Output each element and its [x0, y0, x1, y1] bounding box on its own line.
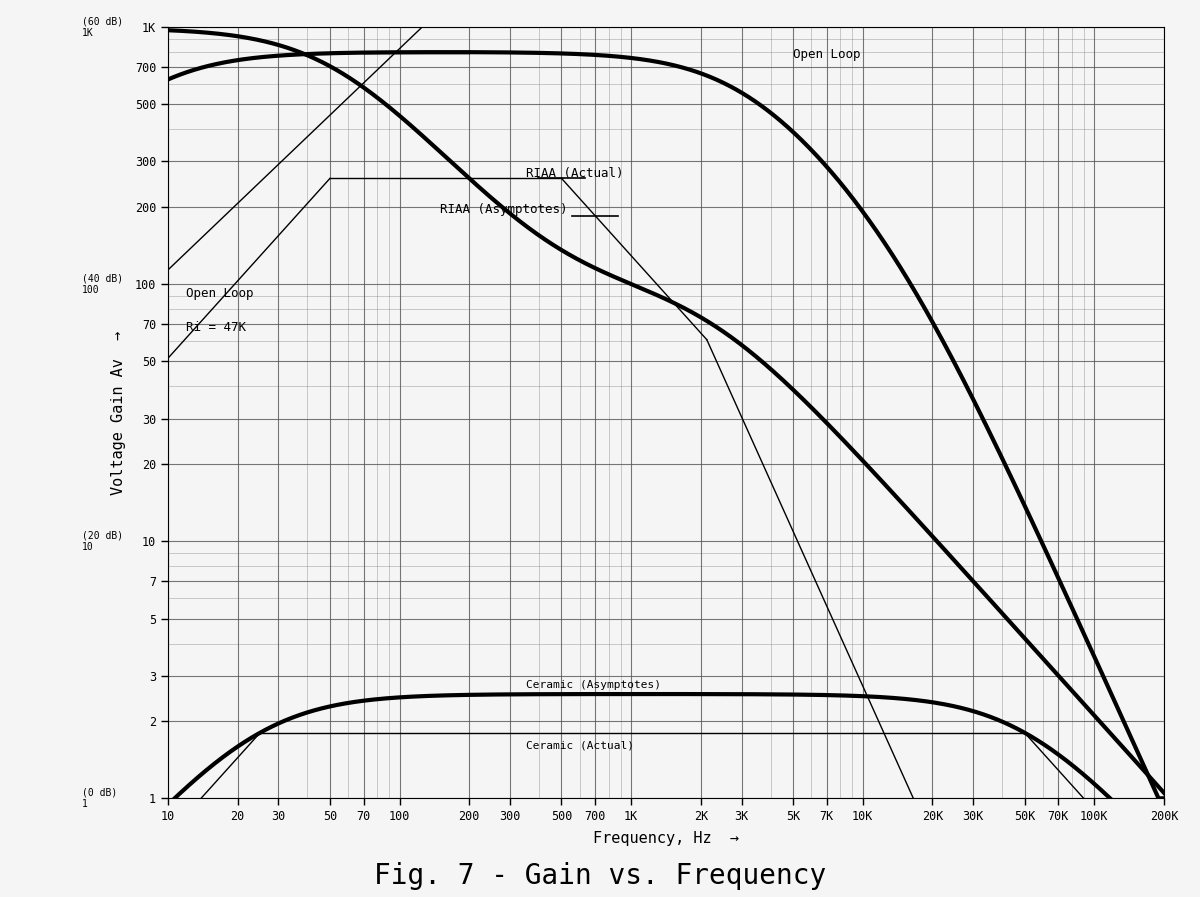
Text: Ri = 47K: Ri = 47K [186, 320, 246, 334]
Text: RIAA (Asymptotes): RIAA (Asymptotes) [440, 203, 568, 216]
Text: Fig. 7 - Gain vs. Frequency: Fig. 7 - Gain vs. Frequency [374, 861, 826, 890]
Text: RIAA (Actual): RIAA (Actual) [526, 167, 623, 179]
X-axis label: Frequency, Hz  →: Frequency, Hz → [593, 832, 739, 847]
Text: Ceramic (Asymptotes): Ceramic (Asymptotes) [526, 680, 660, 691]
Text: (20 dB)
10: (20 dB) 10 [82, 530, 124, 552]
Text: (60 dB)
1K: (60 dB) 1K [82, 16, 124, 38]
Text: (0 dB)
1: (0 dB) 1 [82, 788, 118, 809]
Text: Ceramic (Actual): Ceramic (Actual) [526, 741, 634, 751]
Y-axis label: Voltage Gain Av  →: Voltage Gain Av → [112, 330, 126, 495]
Text: Open Loop: Open Loop [186, 287, 254, 300]
Text: (40 dB)
100: (40 dB) 100 [82, 274, 124, 295]
Text: Open Loop: Open Loop [793, 48, 860, 61]
